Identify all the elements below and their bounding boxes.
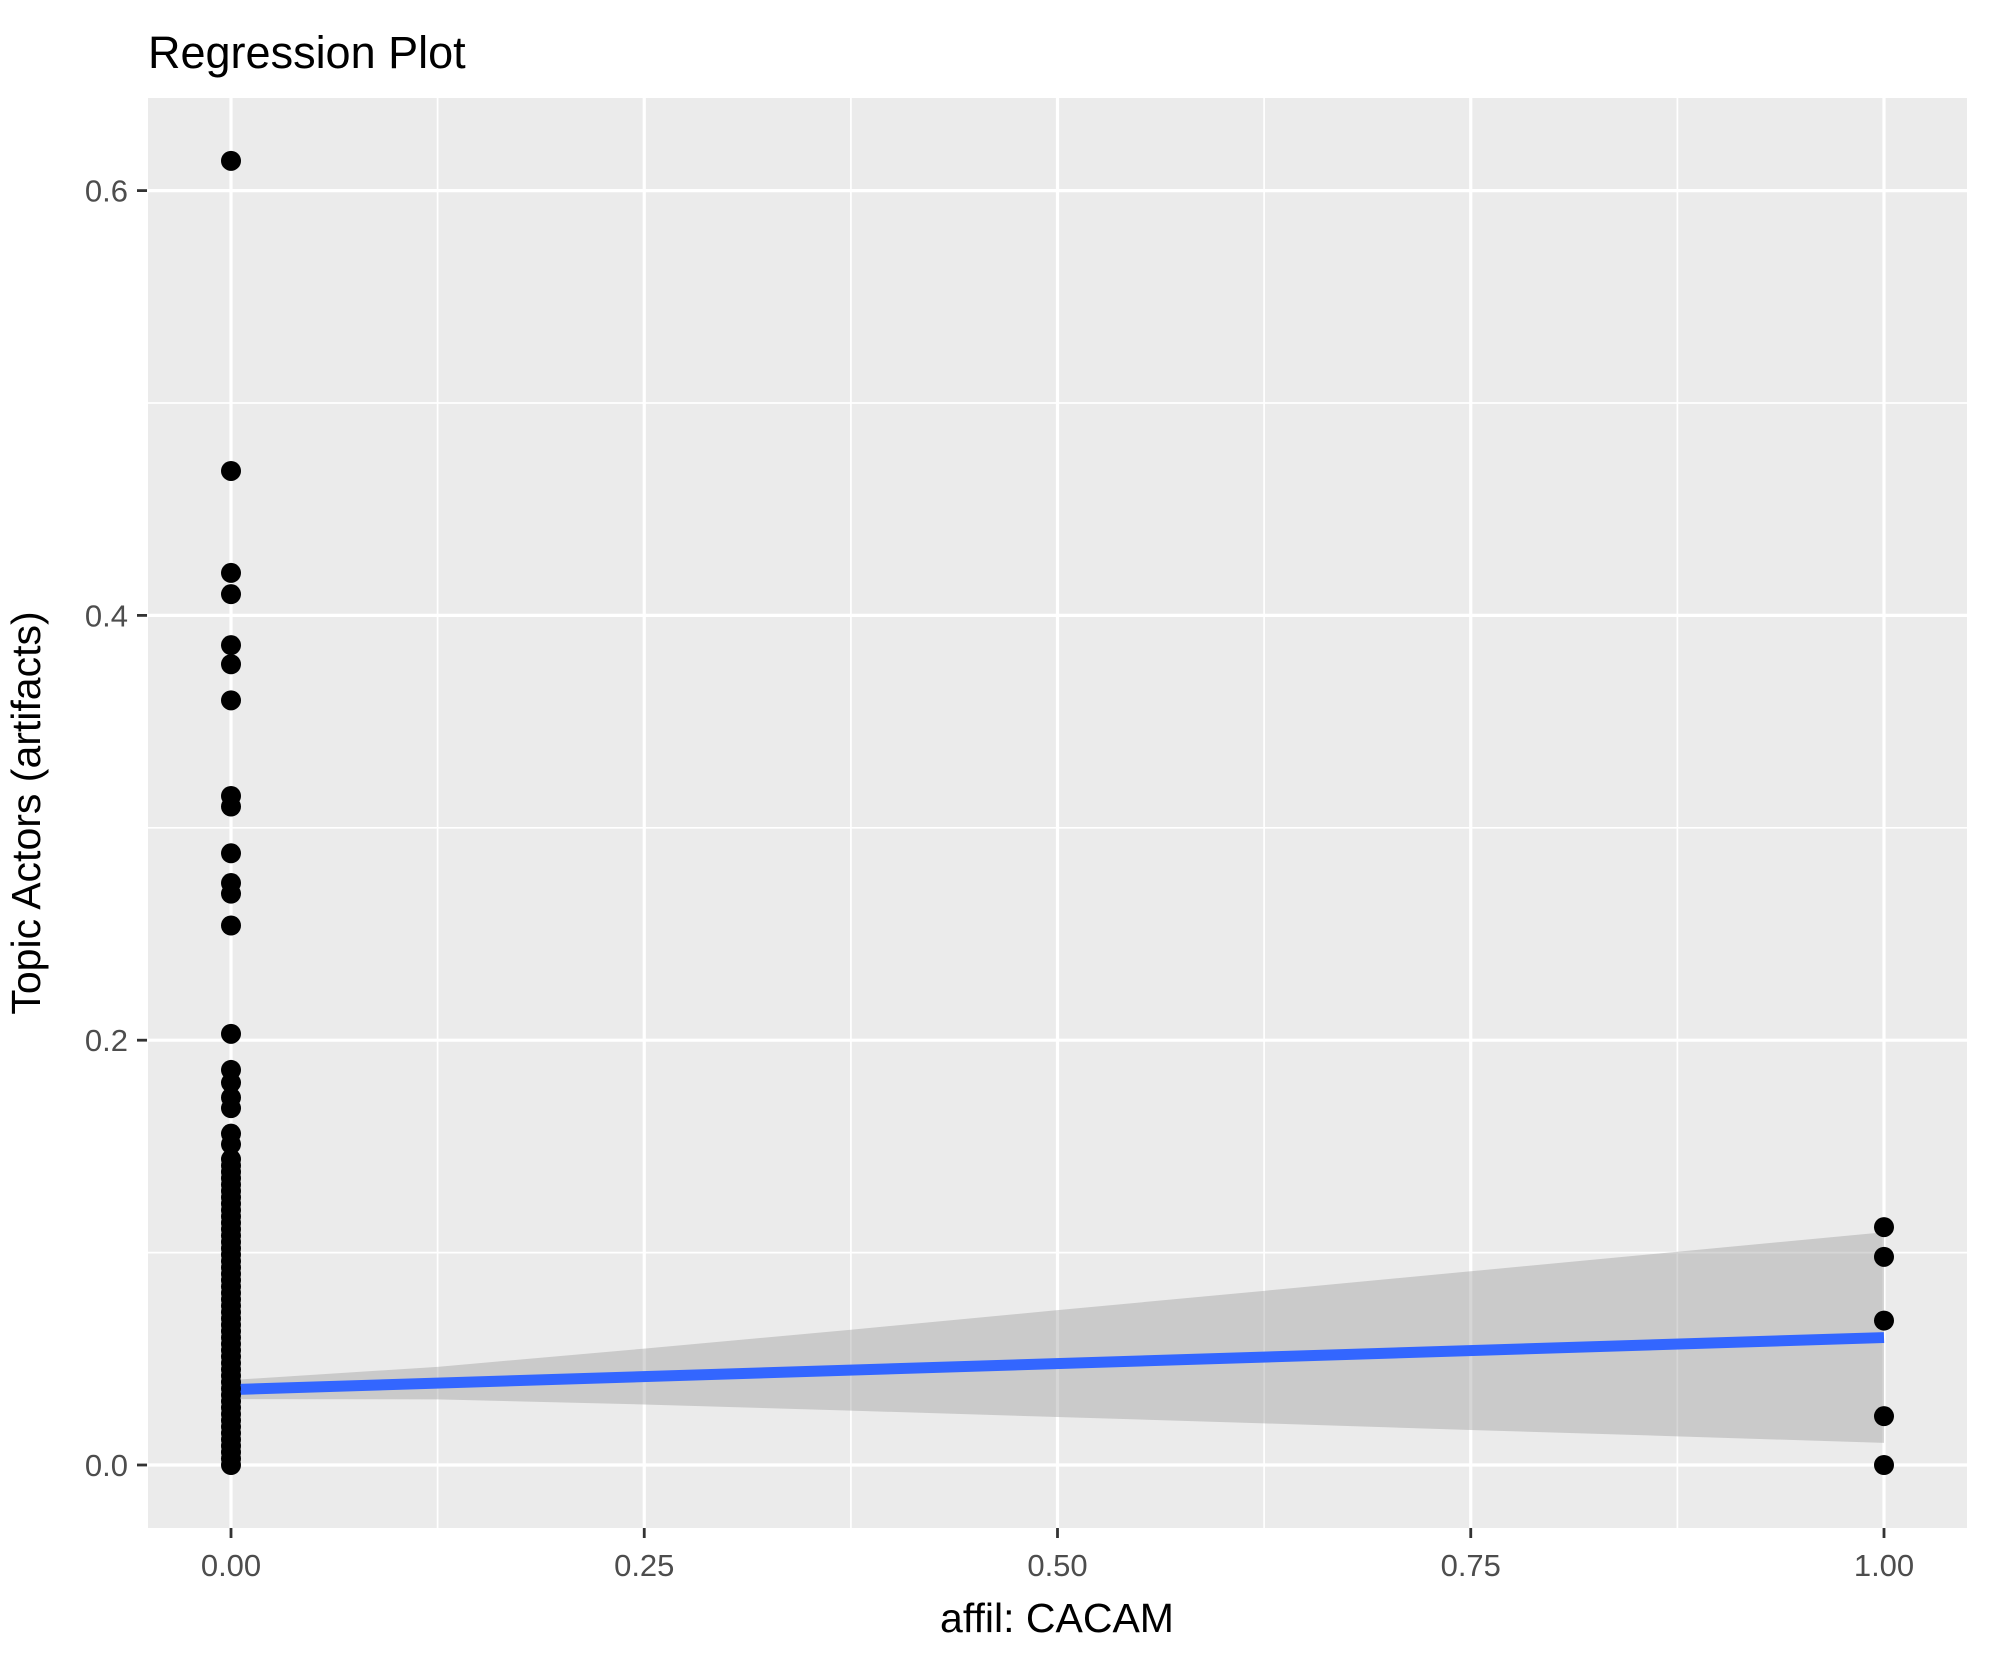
regression-line <box>230 1332 1885 1396</box>
x-tick-label: 0.00 <box>201 1548 261 1583</box>
data-point <box>221 584 241 605</box>
y-tick-label: 0.0 <box>85 1448 128 1483</box>
confidence-band-layer <box>231 1232 1884 1443</box>
data-point-layer <box>221 150 1894 1475</box>
y-axis-title: Topic Actors (artifacts) <box>3 611 49 1014</box>
data-point <box>221 1023 241 1044</box>
data-point <box>1874 1246 1894 1267</box>
data-point <box>1874 1310 1894 1331</box>
x-axis-title: affil: CACAM <box>940 1595 1174 1641</box>
x-tick-label: 0.50 <box>1027 1548 1087 1583</box>
data-point <box>221 150 241 171</box>
x-tick-label: 0.25 <box>614 1548 674 1583</box>
axis-tick-label-layer: 0.00 0.25 0.50 0.75 1.00 0.0 0.2 0.4 0.6 <box>85 174 1914 1583</box>
major-gridlines <box>148 98 1967 1528</box>
plot-title: Regression Plot <box>148 27 466 78</box>
data-point <box>221 460 241 481</box>
regression-line-layer <box>230 1332 1885 1396</box>
x-tick-label: 1.00 <box>1854 1548 1914 1583</box>
data-point <box>221 1155 241 1176</box>
y-tick-label: 0.4 <box>85 598 128 633</box>
y-tick-label: 0.2 <box>85 1023 128 1058</box>
data-point <box>221 796 241 817</box>
data-point <box>221 690 241 711</box>
data-point <box>221 843 241 864</box>
confidence-band <box>231 1232 1884 1443</box>
data-point <box>221 1072 241 1093</box>
data-point <box>221 1098 241 1119</box>
axis-tick-layer <box>137 189 1886 1538</box>
data-point <box>221 635 241 656</box>
data-point <box>1874 1455 1894 1475</box>
data-point <box>221 654 241 675</box>
data-point <box>221 883 241 904</box>
data-point <box>221 915 241 936</box>
x-tick-label: 0.75 <box>1441 1548 1501 1583</box>
data-point <box>221 562 241 583</box>
data-point <box>1874 1406 1894 1427</box>
data-point <box>1874 1217 1894 1238</box>
data-point <box>221 1134 241 1155</box>
y-tick-label: 0.6 <box>85 174 128 209</box>
